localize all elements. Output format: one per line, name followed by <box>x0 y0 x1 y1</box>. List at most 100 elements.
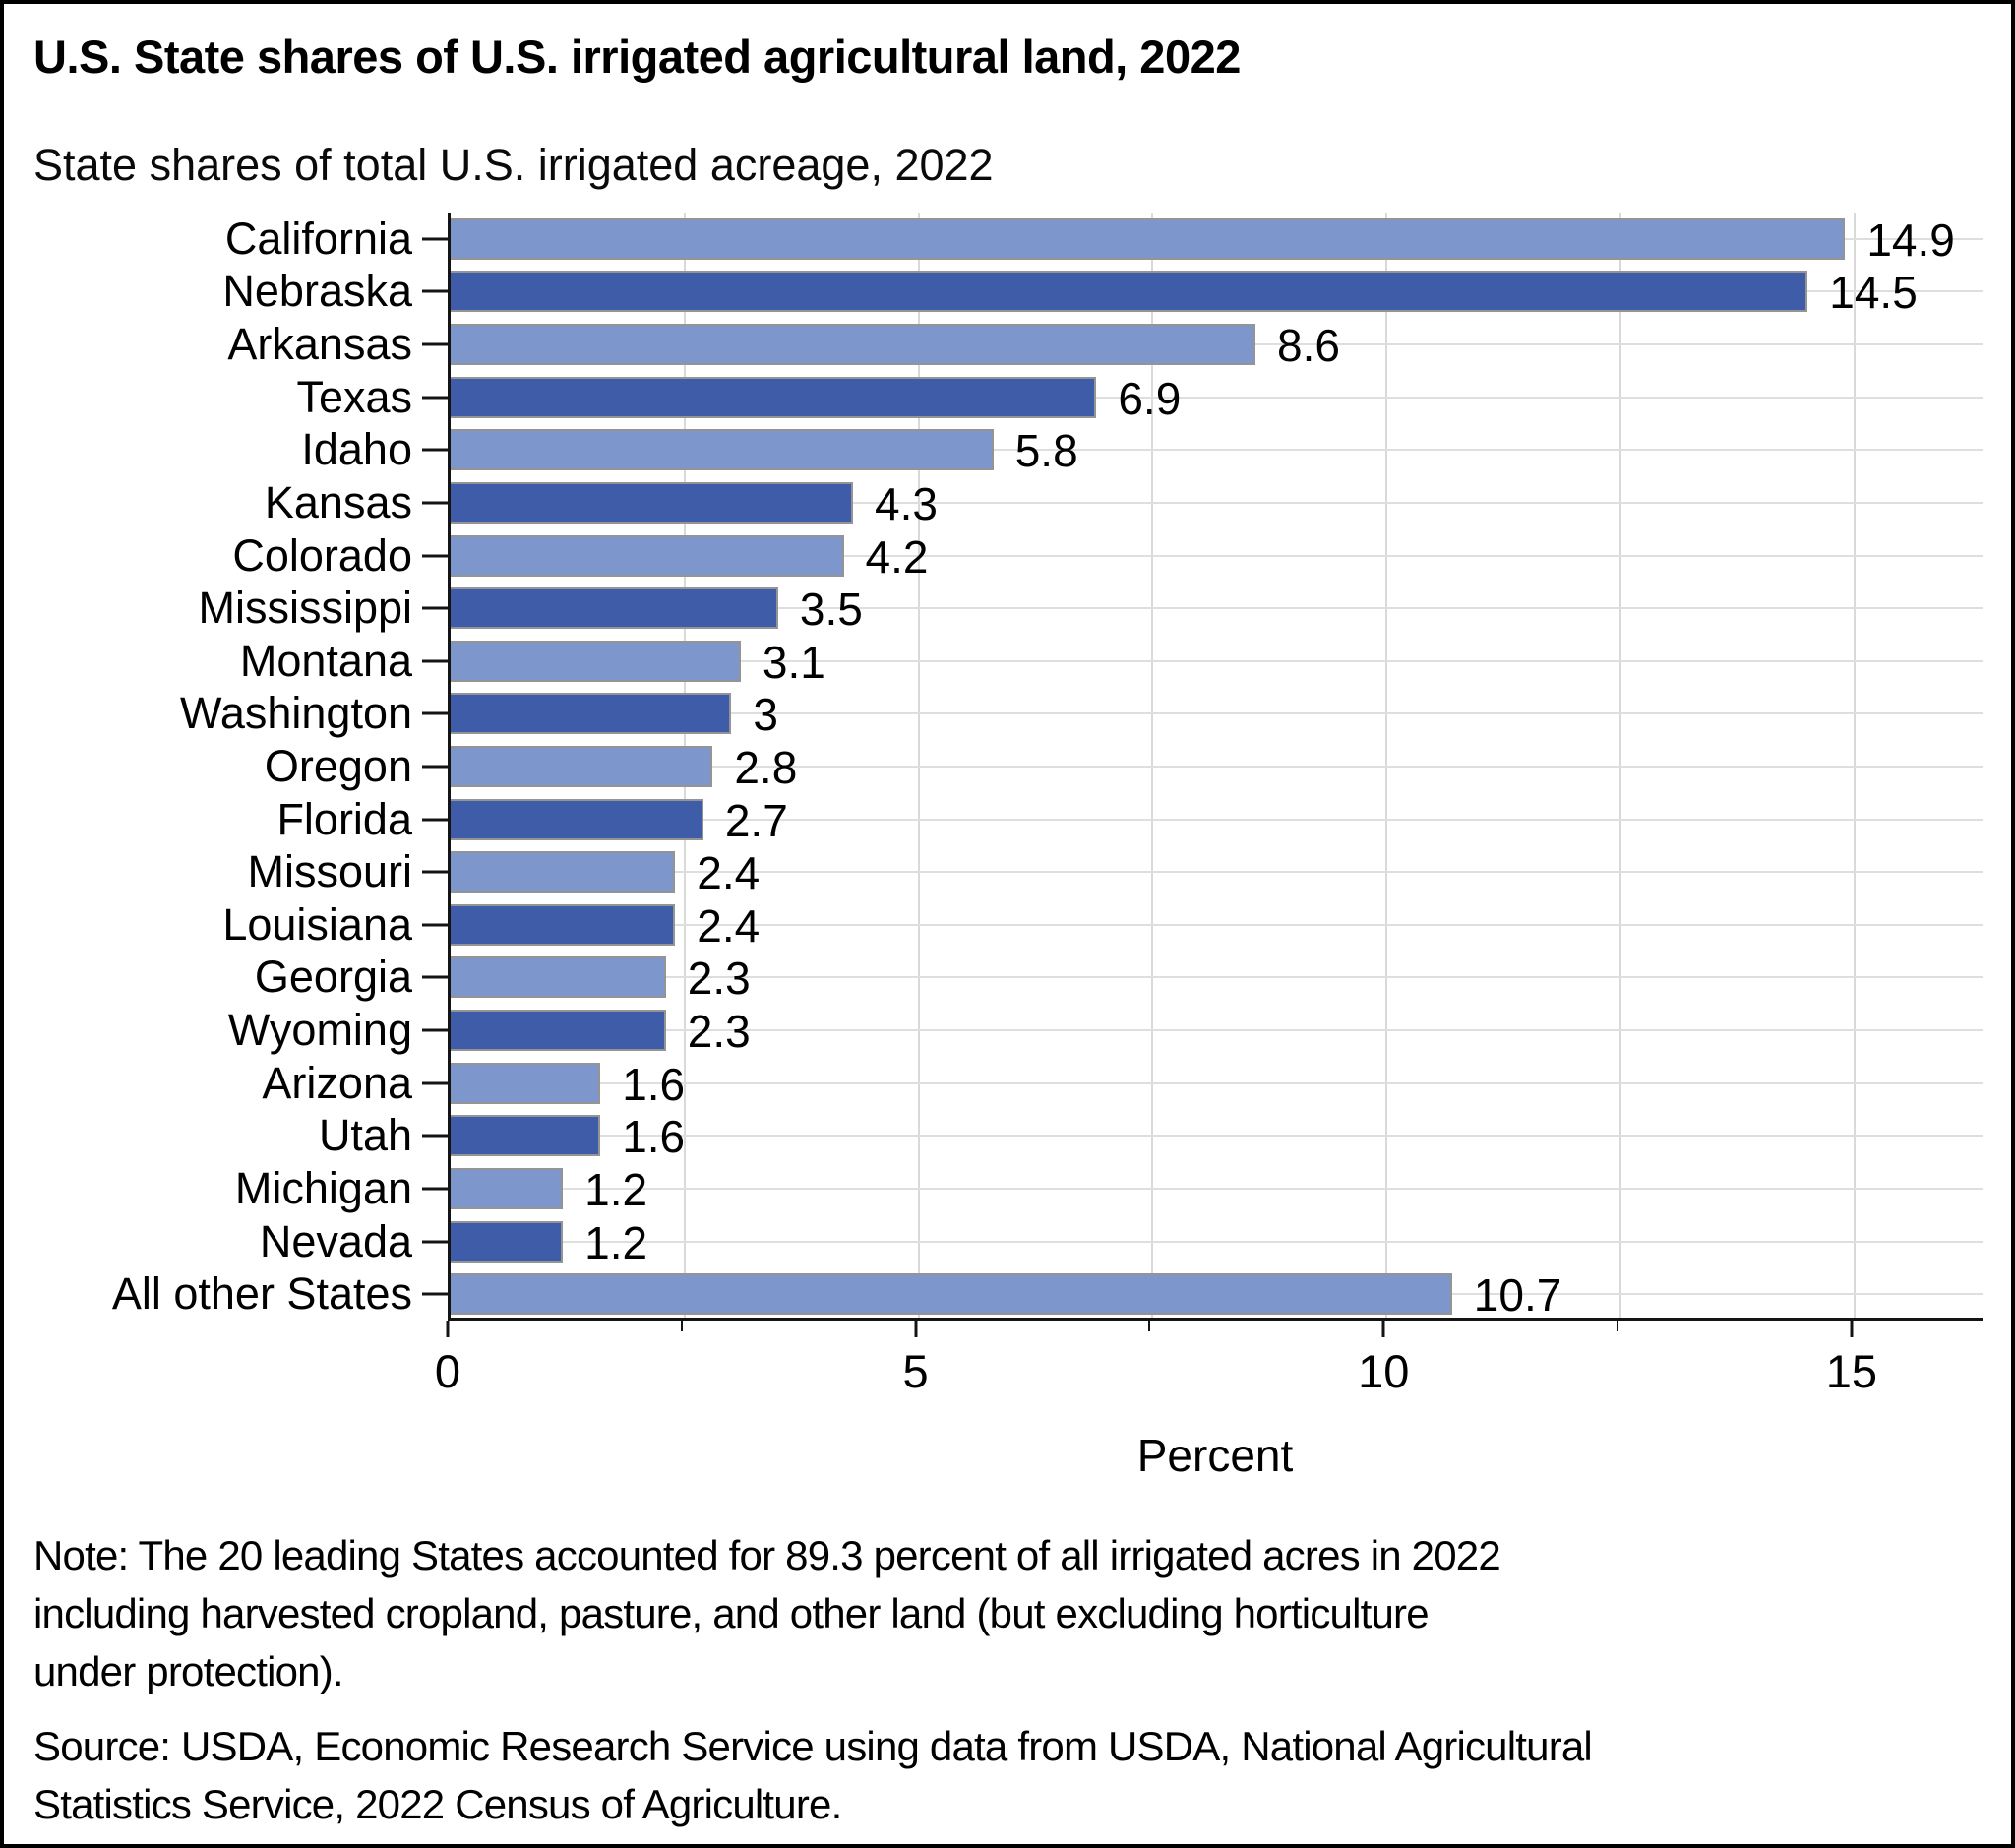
x-tick-label-5: 5 <box>902 1345 929 1397</box>
x-tick-label-0: 0 <box>434 1345 461 1397</box>
horizontal-gridline <box>451 607 1983 610</box>
horizontal-gridline <box>451 1240 1983 1243</box>
value-label-utah: 1.6 <box>622 1111 686 1163</box>
x-tick-15 <box>1850 1321 1854 1337</box>
value-label-kansas: 4.3 <box>875 477 938 529</box>
x-minor-tick-12.5 <box>1617 1321 1619 1331</box>
vertical-gridline-10 <box>1385 213 1388 1318</box>
category-label-all-other-states: All other States <box>111 1268 412 1320</box>
x-minor-tick-2.5 <box>680 1321 683 1331</box>
category-label-missouri: Missouri <box>247 846 412 897</box>
category-label-arizona: Arizona <box>262 1057 412 1108</box>
bar-nebraska <box>451 271 1808 313</box>
category-label-montana: Montana <box>239 635 412 686</box>
horizontal-gridline <box>451 1135 1983 1138</box>
category-label-washington: Washington <box>180 688 412 739</box>
category-label-arkansas: Arkansas <box>227 319 412 370</box>
plot-area: 14.9 14.5 8.6 6.9 5.8 4.3 4.2 3.5 3.1 3 2.8 2.7 2.4 2… <box>422 213 1983 1322</box>
value-label-georgia: 2.3 <box>687 953 751 1005</box>
value-label-oregon: 2.8 <box>734 742 798 793</box>
value-label-washington: 3 <box>753 689 778 741</box>
value-label-texas: 6.9 <box>1118 372 1182 424</box>
bar-arizona <box>451 1062 601 1104</box>
bar-colorado <box>451 534 844 577</box>
horizontal-gridline <box>451 1081 1983 1084</box>
bar-all-other-states <box>451 1273 1452 1316</box>
bar-utah <box>451 1115 601 1157</box>
horizontal-gridline <box>451 818 1983 821</box>
value-label-louisiana: 2.4 <box>697 899 761 952</box>
note-line-1: Note: The 20 leading States accounted fo… <box>33 1532 1501 1578</box>
bar-louisiana <box>451 903 676 946</box>
vertical-gridline-15 <box>1853 213 1856 1318</box>
bar-missouri <box>451 851 676 893</box>
category-label-michigan: Michigan <box>234 1162 412 1213</box>
value-label-idaho: 5.8 <box>1014 425 1078 477</box>
bar-texas <box>451 376 1097 418</box>
horizontal-gridline <box>451 396 1983 399</box>
source-line-1: Source: USDA, Economic Research Service … <box>33 1723 1593 1769</box>
category-tick <box>422 870 448 874</box>
category-tick <box>422 923 448 927</box>
bar-arkansas <box>451 324 1256 366</box>
x-tick-10 <box>1381 1321 1385 1337</box>
horizontal-gridline <box>451 659 1983 662</box>
category-tick <box>422 501 448 505</box>
category-label-colorado: Colorado <box>232 529 412 581</box>
bar-chart: California Nebraska Arkansas Texas Idaho Kans… <box>4 213 2011 1521</box>
vertical-gridline-7.5 <box>1151 213 1154 1318</box>
category-label-louisiana: Louisiana <box>222 898 412 950</box>
category-tick <box>422 659 448 663</box>
category-tick <box>422 554 448 558</box>
category-label-florida: Florida <box>276 793 412 844</box>
category-tick <box>422 342 448 346</box>
horizontal-gridline <box>451 766 1983 768</box>
horizontal-gridline <box>451 1187 1983 1190</box>
category-tick <box>422 448 448 452</box>
bar-wyoming <box>451 1010 666 1052</box>
horizontal-gridline <box>451 1029 1983 1032</box>
bar-mississippi <box>451 587 778 630</box>
chart-subtitle: State shares of total U.S. irrigated acr… <box>33 140 994 190</box>
horizontal-gridline <box>451 501 1983 504</box>
x-minor-tick-7.5 <box>1148 1321 1151 1331</box>
x-axis-title: Percent <box>1136 1430 1294 1481</box>
category-label-idaho: Idaho <box>301 424 412 475</box>
vertical-gridline-5 <box>917 213 920 1318</box>
value-label-wyoming: 2.3 <box>687 1006 751 1058</box>
value-label-montana: 3.1 <box>762 636 825 688</box>
note-line-3: under protection). <box>33 1647 344 1694</box>
bar-montana <box>451 640 741 682</box>
x-tick-0 <box>446 1321 450 1337</box>
horizontal-gridline <box>451 712 1983 715</box>
value-label-all-other-states: 10.7 <box>1473 1269 1562 1322</box>
horizontal-gridline <box>451 554 1983 557</box>
category-label-nevada: Nevada <box>259 1215 412 1266</box>
value-label-florida: 2.7 <box>724 794 788 846</box>
bar-california <box>451 217 1846 260</box>
category-label-mississippi: Mississippi <box>198 583 412 634</box>
bar-washington <box>451 693 732 735</box>
x-axis: Percent 0 5 10 15 <box>435 1321 1983 1527</box>
category-tick <box>422 396 448 400</box>
category-tick <box>422 1028 448 1032</box>
category-label-georgia: Georgia <box>254 952 412 1003</box>
category-tick <box>422 1240 448 1244</box>
category-axis: California Nebraska Arkansas Texas Idaho Kans… <box>4 213 420 1321</box>
category-label-wyoming: Wyoming <box>227 1005 412 1056</box>
category-tick <box>422 1187 448 1191</box>
category-tick <box>422 237 448 241</box>
category-label-kansas: Kansas <box>264 476 412 527</box>
category-tick <box>422 765 448 769</box>
bar-idaho <box>451 429 994 471</box>
category-tick <box>422 1081 448 1085</box>
vertical-gridline-12.5 <box>1619 213 1622 1318</box>
horizontal-gridline <box>451 923 1983 926</box>
value-label-michigan: 1.2 <box>584 1163 648 1215</box>
chart-title: U.S. State shares of U.S. irrigated agri… <box>33 31 1241 83</box>
category-tick <box>422 975 448 979</box>
value-label-colorado: 4.2 <box>865 530 929 583</box>
bar-kansas <box>451 481 854 524</box>
category-tick <box>422 289 448 293</box>
